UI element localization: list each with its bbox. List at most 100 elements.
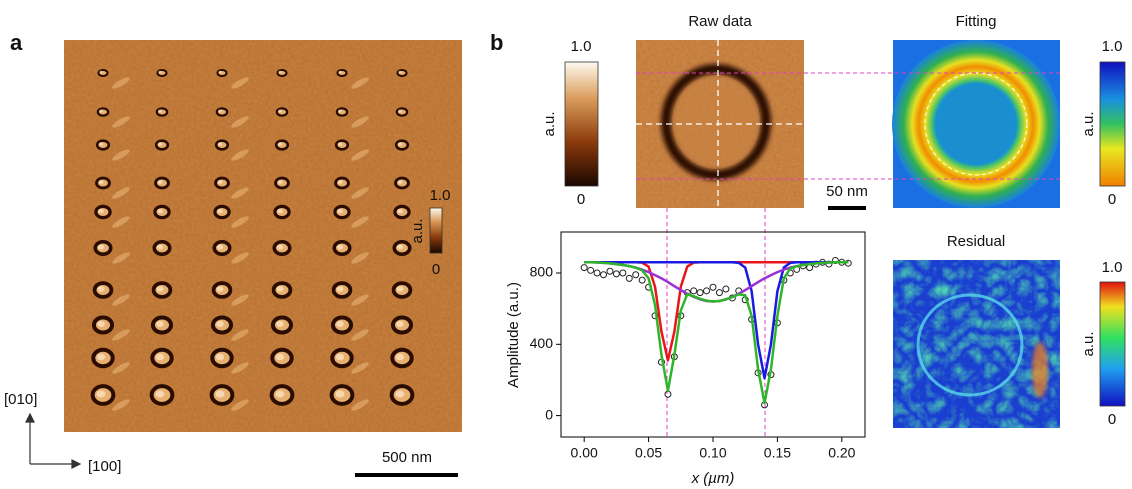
dot-highlight: [336, 244, 344, 250]
streak: [112, 329, 130, 341]
streak: [351, 329, 369, 341]
dot-highlight: [276, 286, 284, 292]
dot-highlight: [277, 180, 283, 184]
fitting-image: [892, 40, 1060, 208]
dot-highlight: [398, 109, 402, 113]
dot-highlight: [97, 286, 105, 292]
y-tick-label: 0: [545, 406, 553, 422]
dot-highlight: [278, 109, 282, 113]
y-axis-label: Amplitude (a.u.): [505, 282, 522, 388]
dot: [335, 107, 349, 117]
data-point: [632, 271, 640, 279]
dot-highlight: [217, 142, 223, 146]
image-title: Raw data: [688, 13, 752, 30]
colorbar-min: 0: [432, 261, 440, 278]
dot-array: [90, 69, 415, 411]
data-point: [715, 289, 723, 297]
x-tick-label: 0.15: [764, 445, 791, 461]
streak: [351, 362, 369, 374]
afm-image: [64, 40, 462, 432]
streak: [112, 294, 130, 306]
dot-highlight: [338, 70, 342, 74]
dot-highlight: [157, 142, 163, 146]
dot-highlight: [218, 70, 222, 74]
streak: [231, 362, 249, 374]
data-point: [690, 287, 698, 295]
colorbar-unit: a.u.: [1080, 111, 1097, 136]
scale-label: 50 nm: [826, 183, 868, 200]
dot-highlight: [275, 390, 285, 398]
fit-line: [584, 261, 849, 362]
dot: [154, 139, 170, 151]
colorbar-unit: a.u.: [409, 218, 426, 243]
dot-highlight: [216, 244, 224, 250]
dot-highlight: [98, 142, 104, 146]
fit-line: [584, 261, 849, 380]
dot: [216, 69, 228, 77]
dot-highlight: [156, 244, 164, 250]
x-tick-label: 0.10: [699, 445, 726, 461]
dot: [215, 107, 229, 117]
crystal-axes: [25, 412, 82, 469]
dot: [97, 69, 109, 77]
colorbar-max: 1.0: [430, 187, 451, 204]
residual-image: [893, 260, 1060, 428]
dot: [95, 139, 111, 151]
data-point: [580, 264, 588, 272]
streak: [351, 294, 369, 306]
colorbar-min: 0: [1108, 411, 1116, 428]
dot-highlight: [215, 353, 225, 361]
dot-highlight: [276, 320, 284, 328]
colorbar-max: 1.0: [571, 38, 592, 55]
x-tick-label: 0.20: [828, 445, 855, 461]
axis-label: [010]: [4, 391, 37, 408]
streak: [112, 77, 130, 89]
panel-label: b: [490, 30, 503, 55]
dot-highlight: [218, 109, 222, 113]
dot-highlight: [276, 244, 284, 250]
streak: [351, 77, 369, 89]
dot-highlight: [397, 180, 403, 184]
dot-highlight: [157, 180, 163, 184]
dot-highlight: [337, 208, 343, 214]
streak: [351, 149, 369, 161]
dot-highlight: [395, 390, 405, 398]
dot-highlight: [99, 109, 103, 113]
dot-highlight: [336, 320, 344, 328]
x-tick-label: 0.00: [571, 445, 598, 461]
dot-highlight: [275, 353, 285, 361]
dot: [155, 107, 169, 117]
streak: [112, 216, 130, 228]
data-point: [703, 287, 711, 295]
dot: [396, 69, 408, 77]
dot-highlight: [396, 286, 404, 292]
data-point: [600, 271, 608, 279]
chart: Amplitude (a.u.) x (µm) 0.00 0.05 0.10 0.15…: [505, 231, 866, 487]
streak: [231, 399, 249, 411]
dot-highlight: [277, 142, 283, 146]
y-tick-label: 800: [530, 264, 554, 280]
colorbar-unit: a.u.: [541, 111, 558, 136]
colorbar: [1099, 281, 1126, 407]
dot-highlight: [158, 70, 162, 74]
dot-highlight: [337, 180, 343, 184]
colorbar: [429, 207, 443, 254]
dot: [96, 107, 110, 117]
streak: [231, 294, 249, 306]
data-point: [606, 267, 614, 275]
streak: [112, 252, 130, 264]
dot-highlight: [396, 244, 404, 250]
dot-highlight: [216, 286, 224, 292]
streak: [112, 362, 130, 374]
streak: [231, 216, 249, 228]
streak: [231, 149, 249, 161]
dot-highlight: [217, 180, 223, 184]
raw-image: [636, 40, 804, 208]
dot: [274, 139, 290, 151]
streak: [231, 252, 249, 264]
dot-highlight: [336, 286, 344, 292]
streak: [112, 116, 130, 128]
x-axis-label: x (µm): [691, 470, 735, 487]
dot-highlight: [98, 180, 104, 184]
